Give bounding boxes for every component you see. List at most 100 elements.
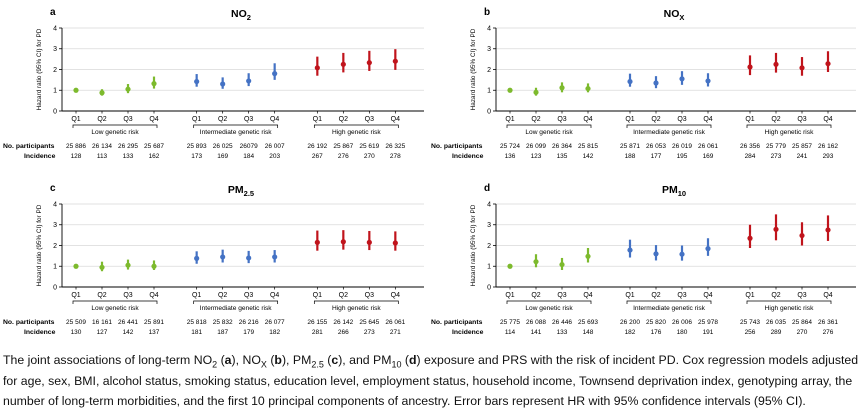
y-tick-label: 3 — [53, 222, 57, 229]
participants-value: 26 441 — [118, 319, 138, 326]
quartile-label: Q4 — [149, 116, 158, 123]
incidence-value: 169 — [703, 153, 714, 160]
incidence-value: 182 — [625, 329, 636, 336]
hr-point — [314, 239, 320, 245]
hr-point — [125, 86, 131, 92]
quartile-label: Q3 — [365, 116, 374, 123]
participants-value: 25 893 — [187, 143, 207, 150]
hr-point — [653, 80, 659, 86]
hr-point — [151, 263, 157, 269]
hr-point — [151, 81, 157, 87]
incidence-value: 169 — [217, 153, 228, 160]
quartile-label: Q2 — [531, 292, 540, 299]
incidence-value: 284 — [745, 153, 756, 160]
incidence-value: 148 — [583, 329, 594, 336]
y-tick-label: 1 — [53, 264, 57, 271]
incidence-value: 133 — [557, 329, 568, 336]
hr-point — [272, 254, 278, 260]
incidence-value: 182 — [269, 329, 280, 336]
participants-value: 25 645 — [359, 319, 379, 326]
incidence-value: 293 — [823, 153, 834, 160]
y-tick-label: 0 — [487, 284, 491, 291]
hr-point — [73, 263, 79, 269]
incidence-value: 184 — [243, 153, 254, 160]
panel-c: c PM2.5 Hazard ratio (95% CI) for PD 0 1 2 3 4 Q… — [3, 183, 424, 336]
quartile-label: Q1 — [313, 292, 322, 299]
participants-value: 26 155 — [307, 319, 327, 326]
quartile-label: Q2 — [651, 292, 660, 299]
caption-panel-ref: d — [409, 353, 417, 367]
participants-value: 25 818 — [187, 319, 207, 326]
incidence-value: 136 — [505, 153, 516, 160]
hr-point — [314, 65, 320, 71]
group-label: Intermediate genetic risk — [633, 305, 706, 312]
caption-text: ( — [266, 353, 275, 367]
panel-letter: c — [50, 183, 56, 194]
incidence-value: 270 — [364, 153, 375, 160]
group-label: Intermediate genetic risk — [200, 305, 273, 312]
quartile-label: Q4 — [391, 116, 400, 123]
y-tick-label: 1 — [487, 264, 491, 271]
hr-point — [507, 263, 513, 269]
hr-point — [825, 61, 831, 67]
participants-value: 26 088 — [526, 319, 546, 326]
hr-point — [627, 78, 633, 85]
incidence-value: 289 — [771, 329, 782, 336]
caption-text: The joint associations of long-term NO — [3, 353, 213, 367]
participants-value: 26 295 — [118, 143, 138, 150]
caption-subscript: X — [260, 359, 267, 370]
participants-value: 26 025 — [213, 143, 233, 150]
participants-value: 26 061 — [385, 319, 405, 326]
incidence-value: 267 — [312, 153, 323, 160]
hr-point — [627, 247, 633, 253]
y-tick-label: 3 — [487, 222, 491, 229]
hr-point — [559, 261, 565, 268]
hr-point — [747, 235, 753, 241]
participants-value: 26 361 — [818, 319, 838, 326]
quartile-label: Q4 — [823, 292, 832, 299]
hr-point — [705, 246, 711, 252]
incidence-value: 135 — [557, 153, 568, 160]
hr-point — [340, 239, 346, 245]
caption-panel-ref: c — [331, 353, 339, 367]
quartile-label: Q3 — [123, 116, 132, 123]
incidence-value: 180 — [677, 329, 688, 336]
incidence-value: 270 — [797, 329, 808, 336]
quartile-label: Q1 — [625, 116, 634, 123]
quartile-label: Q1 — [71, 292, 80, 299]
incidence-value: 276 — [823, 329, 834, 336]
group-label: Low genetic risk — [525, 129, 573, 136]
y-axis-label: Hazard ratio (95% CI) for PD — [36, 204, 43, 286]
participants-value: 25 857 — [792, 143, 812, 150]
hr-point — [392, 58, 398, 64]
row-label-incidence: Incidence — [24, 329, 56, 336]
incidence-value: 276 — [338, 153, 349, 160]
quartile-label: Q1 — [192, 292, 201, 299]
group-label: Low genetic risk — [91, 129, 139, 136]
participants-value: 25 724 — [500, 143, 520, 150]
panel-letter: b — [484, 7, 490, 18]
incidence-value: 273 — [364, 329, 375, 336]
caption-text: ), NO — [231, 353, 261, 367]
hr-point — [246, 255, 252, 261]
quartile-label: Q3 — [365, 292, 374, 299]
panel-letter: d — [484, 183, 490, 194]
quartile-label: Q2 — [97, 292, 106, 299]
hr-point — [194, 78, 200, 85]
caption-subscript: 2.5 — [311, 359, 324, 370]
group-bracket — [72, 124, 158, 128]
y-tick-label: 0 — [487, 108, 491, 115]
group-bracket — [506, 124, 592, 128]
participants-value: 25 509 — [66, 319, 86, 326]
hr-point — [73, 87, 79, 93]
participants-value: 26 077 — [265, 319, 285, 326]
participants-value: 26 019 — [672, 143, 692, 150]
hr-point — [773, 226, 779, 232]
participants-value: 25 743 — [740, 319, 760, 326]
quartile-label: Q1 — [192, 116, 201, 123]
panel-a: a NO2 Hazard ratio (95% CI) for PD 0 1 2 3 4 Q1 Q… — [3, 7, 424, 160]
caption-text: ( — [401, 353, 410, 367]
quartile-label: Q4 — [583, 292, 592, 299]
hr-point — [220, 254, 226, 260]
hr-point — [392, 240, 398, 246]
